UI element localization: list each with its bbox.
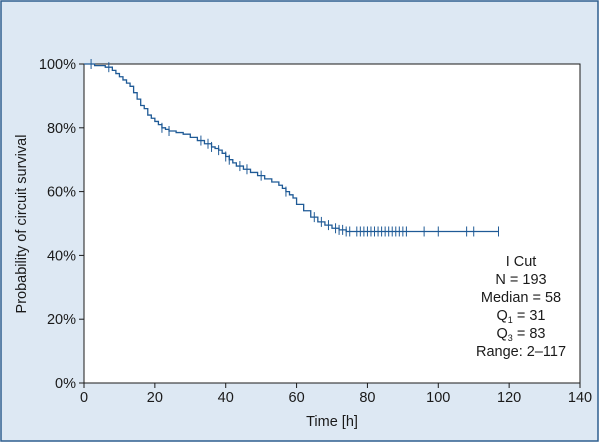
x-tick-label: 100 bbox=[426, 390, 450, 406]
x-tick-label: 40 bbox=[218, 390, 234, 406]
annotation-q3-sub: 3 bbox=[508, 333, 513, 343]
annotation-q1: Q1 = 31 bbox=[497, 308, 546, 325]
summary-annotation: I Cut N = 193 Median = 58 Q1 = 31 Q3 = 8… bbox=[476, 254, 566, 360]
y-axis-ticks: 0% 20% 40% 60% 80% 100% bbox=[39, 57, 84, 392]
plot-area bbox=[83, 63, 581, 384]
annotation-q1-value: = 31 bbox=[513, 308, 546, 324]
annotation-range: Range: 2–117 bbox=[476, 344, 566, 360]
x-axis-title: Time [h] bbox=[306, 414, 358, 430]
annotation-q3: Q3 = 83 bbox=[497, 326, 546, 343]
x-tick-label: 0 bbox=[80, 390, 88, 406]
survival-curve-layer bbox=[84, 63, 499, 233]
y-tick-label: 20% bbox=[47, 312, 76, 328]
censor-marks-layer bbox=[90, 59, 500, 237]
y-tick-label: 60% bbox=[47, 185, 76, 201]
y-tick-label: 0% bbox=[55, 376, 76, 392]
y-tick-label: 80% bbox=[47, 121, 76, 137]
y-tick-label: 40% bbox=[47, 248, 76, 264]
x-tick-label: 140 bbox=[568, 390, 592, 406]
x-tick-label: 80 bbox=[359, 390, 375, 406]
annotation-q1-label: Q bbox=[497, 308, 508, 324]
x-axis-ticks: 0 20 40 60 80 100 120 140 bbox=[80, 383, 592, 406]
x-tick-label: 60 bbox=[289, 390, 305, 406]
survival-curve-line bbox=[84, 63, 499, 233]
annotation-method: I Cut bbox=[506, 254, 537, 270]
annotation-q3-label: Q bbox=[497, 326, 508, 342]
annotation-q3-value: = 83 bbox=[513, 326, 546, 342]
annotation-median: Median = 58 bbox=[481, 290, 561, 306]
x-tick-label: 20 bbox=[147, 390, 163, 406]
y-tick-label: 100% bbox=[39, 57, 76, 73]
annotation-n: N = 193 bbox=[495, 272, 546, 288]
y-axis-title: Probability of circuit survival bbox=[14, 135, 30, 314]
x-tick-label: 120 bbox=[497, 390, 521, 406]
annotation-q1-sub: 1 bbox=[508, 315, 513, 325]
